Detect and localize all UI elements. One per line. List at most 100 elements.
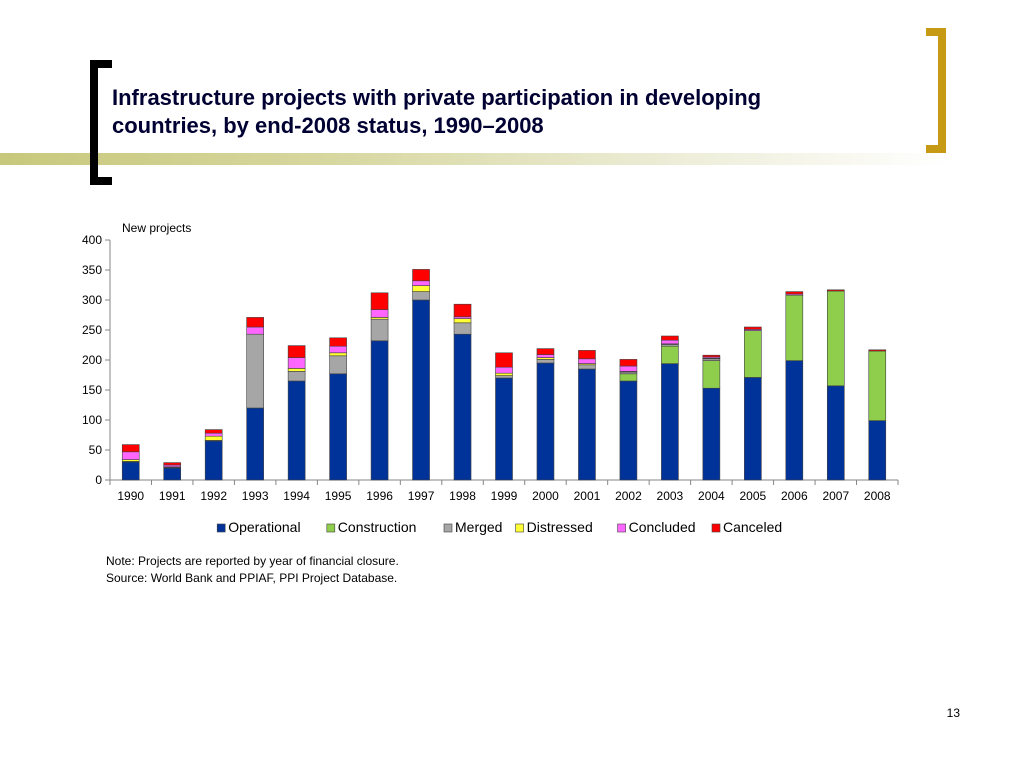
- bar-segment-distressed: [412, 285, 430, 292]
- bar-segment-canceled: [619, 359, 638, 367]
- bar-segment-canceled: [536, 348, 555, 355]
- right-bracket-decoration: [926, 28, 946, 153]
- x-tick-label: 2008: [864, 489, 891, 503]
- bar-segment-concluded: [204, 432, 223, 437]
- bar-segment-operational: [868, 420, 887, 481]
- bar-segment-canceled: [826, 289, 845, 292]
- y-tick-label: 150: [82, 383, 102, 397]
- bar-segment-operational: [619, 380, 638, 481]
- bar-segment-merged: [370, 318, 389, 342]
- bar-segment-operational: [204, 440, 223, 481]
- bar-segment-merged: [412, 291, 430, 301]
- bar-segment-operational: [495, 377, 513, 481]
- bar-segment-operational: [121, 461, 140, 481]
- x-tick-label: 2007: [822, 489, 849, 503]
- bar-segment-operational: [661, 363, 679, 481]
- bar-segment-canceled: [163, 462, 182, 466]
- bar-segment-merged: [495, 375, 513, 379]
- bar-segment-canceled: [329, 337, 347, 347]
- y-tick-label: 200: [82, 353, 102, 367]
- bar-segment-canceled: [204, 429, 223, 434]
- bar-segment-concluded: [661, 339, 679, 345]
- x-tick-label: 1996: [366, 489, 393, 503]
- x-tick-label: 2004: [698, 489, 725, 503]
- x-tick-label: 1998: [449, 489, 476, 503]
- x-tick-label: 2000: [532, 489, 559, 503]
- bar-segment-merged: [578, 364, 596, 370]
- y-tick-label: 350: [82, 263, 102, 277]
- source-text: Source: World Bank and PPIAF, PPI Projec…: [106, 571, 398, 585]
- bar-segment-canceled: [246, 317, 264, 328]
- slide-title: Infrastructure projects with private par…: [112, 84, 902, 140]
- bar-segment-concluded: [287, 357, 306, 369]
- slide-title-line-1: Infrastructure projects with private par…: [112, 85, 762, 110]
- legend-label-concluded: Concluded: [629, 519, 696, 535]
- y-tick-label: 100: [82, 413, 102, 427]
- bar-segment-concluded: [370, 309, 389, 318]
- bar-segment-operational: [246, 407, 264, 481]
- bar-segment-distressed: [453, 318, 472, 324]
- x-tick-label: 1992: [200, 489, 227, 503]
- x-tick-label: 2002: [615, 489, 642, 503]
- bar-segment-merged: [453, 322, 472, 335]
- bar-segment-operational: [536, 362, 555, 481]
- slide-number: 13: [946, 706, 960, 720]
- bar-segment-operational: [578, 368, 596, 481]
- bar-segment-concluded: [495, 366, 513, 374]
- bar-segment-canceled: [868, 349, 887, 352]
- bar-segment-construction: [744, 330, 762, 378]
- bar-segment-distressed: [287, 368, 306, 372]
- y-tick-label: 0: [95, 473, 102, 487]
- legend-label-construction: Construction: [338, 519, 417, 535]
- bar-segment-construction: [661, 345, 679, 364]
- bar-segment-canceled: [453, 303, 472, 318]
- x-tick-label: 2005: [739, 489, 766, 503]
- left-bracket-decoration: [90, 60, 112, 185]
- bar-segment-canceled: [495, 352, 513, 368]
- bar-segment-concluded: [246, 326, 264, 335]
- bar-segment-concluded: [578, 358, 596, 364]
- note-text: Note: Projects are reported by year of f…: [106, 554, 399, 568]
- legend-swatch-canceled: [711, 523, 721, 533]
- x-tick-label: 1990: [117, 489, 144, 503]
- bar-segment-concluded: [619, 365, 638, 372]
- bar-segment-construction: [619, 373, 638, 382]
- legend-swatch-operational: [216, 523, 226, 533]
- bar-segment-merged: [536, 359, 555, 364]
- x-tick-label: 1994: [283, 489, 310, 503]
- bar-segment-operational: [744, 377, 762, 481]
- bar-segment-construction: [785, 294, 804, 361]
- y-tick-label: 400: [82, 233, 102, 247]
- x-tick-label: 1995: [325, 489, 352, 503]
- bar-segment-operational: [287, 380, 306, 481]
- bar-segment-operational: [453, 333, 472, 481]
- bar-segment-canceled: [370, 292, 389, 310]
- x-tick-label: 2001: [574, 489, 601, 503]
- legend-swatch-distressed: [515, 523, 524, 533]
- bar-segment-merged: [246, 333, 264, 409]
- bar-segment-construction: [826, 290, 845, 387]
- title-underline-band: [0, 153, 948, 165]
- x-tick-label: 1999: [491, 489, 518, 503]
- y-tick-label: 250: [82, 323, 102, 337]
- bar-segment-canceled: [121, 444, 140, 453]
- bar-segment-canceled: [412, 269, 430, 282]
- legend-swatch-concluded: [617, 523, 626, 533]
- x-tick-label: 1997: [408, 489, 435, 503]
- bar-segment-operational: [163, 467, 182, 481]
- legend-swatch-merged: [443, 523, 453, 533]
- legend-swatch-construction: [326, 523, 336, 533]
- bar-segment-construction: [868, 350, 887, 421]
- bar-segment-operational: [329, 373, 347, 481]
- x-tick-label: 1993: [242, 489, 269, 503]
- bar-segment-concluded: [121, 451, 140, 460]
- bar-segment-distressed: [495, 372, 513, 376]
- bar-segment-canceled: [287, 345, 306, 358]
- chart-notes: Note: Projects are reported by year of f…: [106, 553, 399, 587]
- x-tick-label: 1991: [159, 489, 186, 503]
- bar-segment-canceled: [785, 291, 804, 295]
- bar-segment-distressed: [329, 352, 347, 357]
- legend-label-distressed: Distressed: [527, 519, 593, 535]
